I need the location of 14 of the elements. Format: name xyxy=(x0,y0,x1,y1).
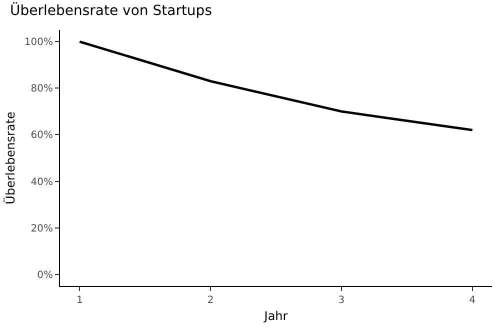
y-tick-label: 0% xyxy=(37,270,53,281)
y-tick-label: 80% xyxy=(30,84,53,95)
y-tick-label: 100% xyxy=(24,37,53,48)
y-tick-label: 60% xyxy=(30,130,53,142)
x-tick-label: 3 xyxy=(338,295,345,306)
y-axis-title: Überlebensrate xyxy=(4,112,18,204)
y-tick-label: 20% xyxy=(30,223,53,234)
chart-title: Überlebensrate von Startups xyxy=(10,2,212,19)
x-axis-title: Jahr xyxy=(263,308,288,323)
line-series xyxy=(78,40,474,132)
y-tick-label: 40% xyxy=(30,176,53,188)
x-tick-label: 2 xyxy=(207,295,214,306)
x-tick-label: 1 xyxy=(76,295,83,306)
x-tick-label: 4 xyxy=(469,295,476,306)
